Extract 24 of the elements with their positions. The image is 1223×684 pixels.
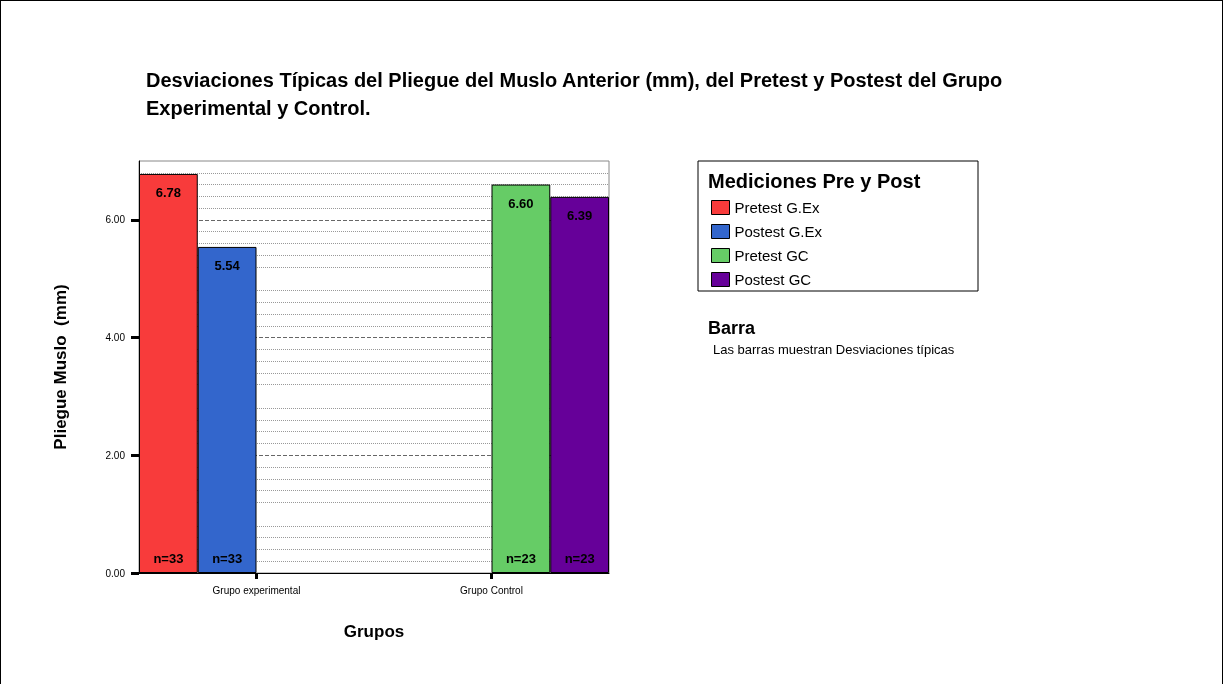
- legend-label: Pretest GC: [734, 247, 809, 264]
- x-axis-title: Grupos: [343, 622, 405, 641]
- text: Las barras muestran Desviaciones típicas: [713, 342, 955, 357]
- annotation: n=23: [505, 551, 536, 566]
- y-axis-title: Pliegue Muslo (mm): [51, 284, 70, 450]
- y-tick-label: 0.00: [105, 567, 126, 579]
- annotation: n=33: [212, 551, 243, 566]
- text: Barra: [708, 318, 757, 338]
- y-tick-label: 6.00: [105, 214, 126, 226]
- legend-label: Postest GC: [734, 271, 812, 288]
- text: 5.54: [214, 257, 240, 273]
- annotation: n=23: [564, 551, 595, 566]
- y-tick-label: 4.00: [105, 332, 126, 344]
- legend-title: Mediciones Pre y Post: [708, 170, 921, 192]
- x-tick-label: Grupo experimental: [212, 584, 301, 596]
- x-tick-label: Grupo Control: [460, 584, 523, 596]
- text: 6.60: [508, 195, 534, 211]
- chart-title: Desviaciones Típicas del Pliegue del Muslo Anterior (mm), del Pretest y Postest del Grupo Experimental y Control.: [146, 69, 1008, 119]
- y-tick-label: 2.00: [105, 449, 126, 461]
- legend-label: Postest G.Ex: [734, 223, 823, 240]
- text: 6.39: [566, 207, 593, 223]
- text: 6.78: [155, 184, 182, 200]
- annotation: n=33: [153, 551, 184, 566]
- legend-label: Pretest G.Ex: [734, 199, 821, 216]
